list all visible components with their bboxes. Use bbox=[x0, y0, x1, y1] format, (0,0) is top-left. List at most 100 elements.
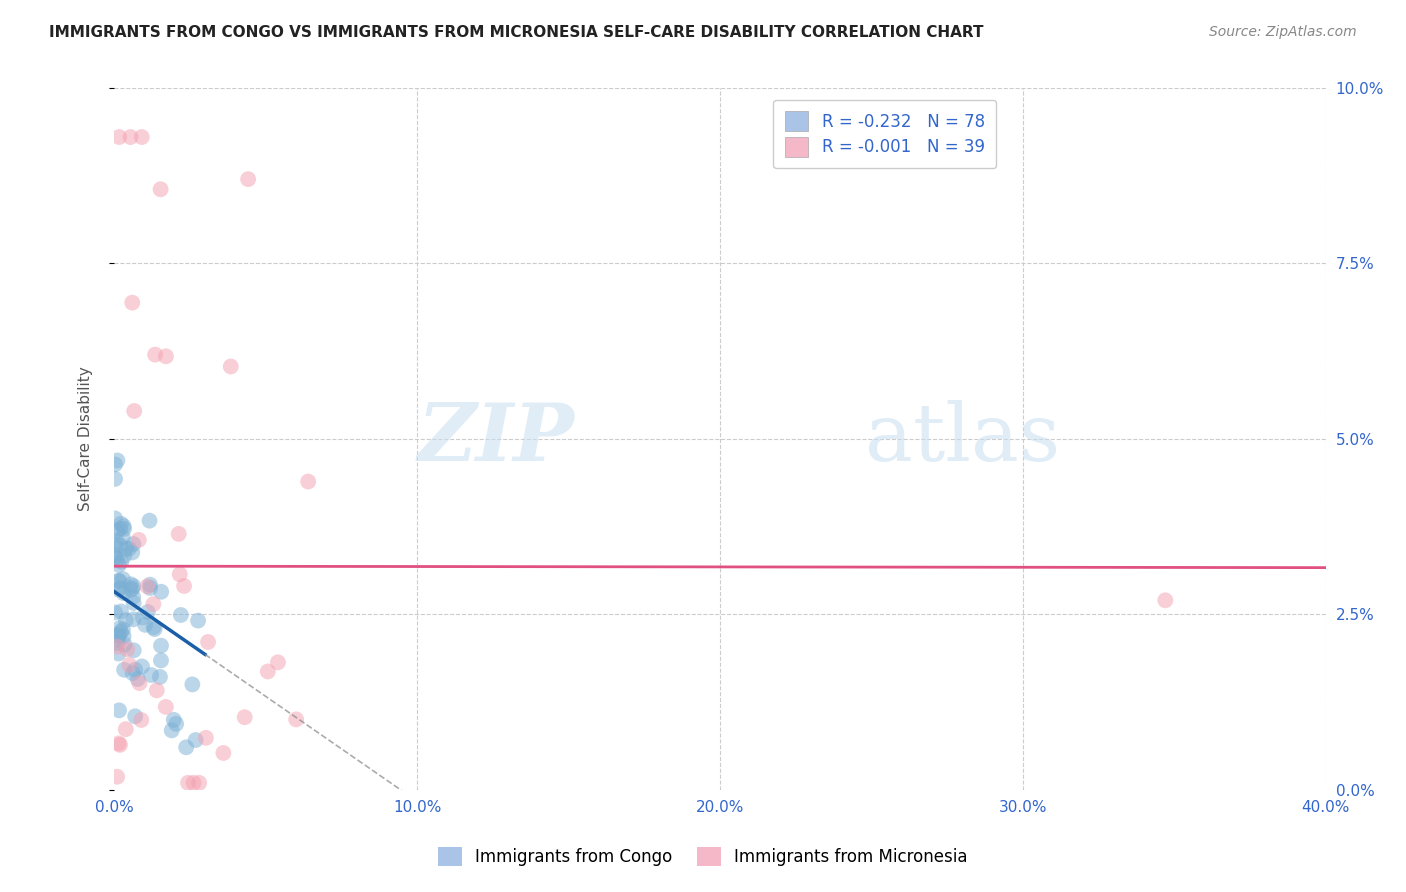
Point bbox=[129, 713, 152, 727]
Point bbox=[114, 722, 136, 736]
Point bbox=[1154, 593, 1177, 607]
Point bbox=[150, 639, 173, 653]
Point bbox=[139, 581, 162, 595]
Point bbox=[184, 733, 207, 747]
Point bbox=[105, 453, 128, 467]
Point bbox=[108, 621, 131, 635]
Point bbox=[285, 712, 308, 726]
Point bbox=[107, 574, 129, 588]
Point bbox=[105, 636, 128, 650]
Point bbox=[183, 776, 205, 790]
Point bbox=[136, 605, 159, 619]
Point bbox=[170, 607, 193, 622]
Point bbox=[233, 710, 256, 724]
Point bbox=[112, 519, 135, 533]
Point bbox=[108, 703, 131, 717]
Point bbox=[105, 534, 128, 549]
Point bbox=[145, 683, 167, 698]
Point bbox=[108, 738, 131, 752]
Point bbox=[143, 348, 166, 362]
Point bbox=[110, 605, 132, 619]
Point bbox=[134, 617, 156, 632]
Point bbox=[110, 624, 132, 639]
Point bbox=[108, 627, 131, 641]
Point bbox=[104, 550, 127, 565]
Point bbox=[104, 472, 127, 486]
Point bbox=[107, 629, 129, 643]
Point bbox=[188, 776, 211, 790]
Point bbox=[118, 541, 141, 556]
Point bbox=[173, 579, 195, 593]
Point bbox=[108, 558, 131, 572]
Point bbox=[236, 172, 259, 186]
Point bbox=[110, 538, 132, 552]
Point bbox=[142, 620, 165, 634]
Point bbox=[150, 584, 173, 599]
Point bbox=[128, 676, 150, 690]
Point bbox=[174, 740, 197, 755]
Point bbox=[197, 635, 219, 649]
Text: atlas: atlas bbox=[866, 400, 1060, 478]
Point bbox=[212, 746, 235, 760]
Point bbox=[120, 577, 142, 591]
Point bbox=[107, 582, 129, 597]
Legend: Immigrants from Congo, Immigrants from Micronesia: Immigrants from Congo, Immigrants from M… bbox=[432, 840, 974, 873]
Text: Source: ZipAtlas.com: Source: ZipAtlas.com bbox=[1209, 25, 1357, 39]
Point bbox=[124, 709, 146, 723]
Point bbox=[111, 623, 134, 637]
Y-axis label: Self-Care Disability: Self-Care Disability bbox=[79, 367, 93, 511]
Point bbox=[111, 572, 134, 586]
Point bbox=[112, 586, 135, 600]
Point bbox=[122, 612, 145, 626]
Point bbox=[169, 567, 191, 582]
Point bbox=[122, 590, 145, 604]
Point bbox=[142, 597, 165, 611]
Point bbox=[104, 511, 127, 525]
Point bbox=[104, 458, 127, 472]
Point bbox=[256, 665, 278, 679]
Point bbox=[121, 666, 143, 681]
Point bbox=[141, 668, 163, 682]
Point bbox=[105, 524, 128, 538]
Point bbox=[107, 632, 129, 647]
Point bbox=[150, 653, 173, 667]
Point bbox=[131, 130, 153, 145]
Point bbox=[149, 670, 172, 684]
Point bbox=[177, 776, 200, 790]
Point bbox=[131, 659, 153, 673]
Point bbox=[167, 527, 190, 541]
Point bbox=[118, 657, 141, 672]
Legend: R = -0.232   N = 78, R = -0.001   N = 39: R = -0.232 N = 78, R = -0.001 N = 39 bbox=[773, 100, 997, 169]
Point bbox=[128, 533, 150, 547]
Point bbox=[165, 717, 187, 731]
Text: IMMIGRANTS FROM CONGO VS IMMIGRANTS FROM MICRONESIA SELF-CARE DISABILITY CORRELA: IMMIGRANTS FROM CONGO VS IMMIGRANTS FROM… bbox=[49, 25, 984, 40]
Point bbox=[121, 295, 143, 310]
Point bbox=[111, 530, 134, 544]
Point bbox=[104, 606, 127, 620]
Point bbox=[110, 582, 132, 596]
Point bbox=[121, 545, 143, 559]
Point bbox=[138, 514, 160, 528]
Point bbox=[108, 574, 131, 588]
Point bbox=[107, 736, 129, 750]
Point bbox=[163, 713, 186, 727]
Point bbox=[127, 672, 149, 686]
Point bbox=[122, 404, 145, 418]
Point bbox=[112, 629, 135, 643]
Point bbox=[120, 130, 142, 145]
Point bbox=[155, 349, 177, 363]
Point bbox=[105, 552, 128, 566]
Point bbox=[114, 638, 136, 652]
Point bbox=[108, 130, 131, 145]
Point bbox=[114, 613, 136, 627]
Text: ZIP: ZIP bbox=[418, 401, 575, 477]
Point bbox=[124, 663, 146, 677]
Point bbox=[104, 538, 127, 552]
Point bbox=[187, 614, 209, 628]
Point bbox=[107, 647, 129, 661]
Point bbox=[108, 522, 131, 536]
Point bbox=[105, 640, 128, 654]
Point bbox=[219, 359, 242, 374]
Point bbox=[110, 516, 132, 531]
Point bbox=[112, 663, 135, 677]
